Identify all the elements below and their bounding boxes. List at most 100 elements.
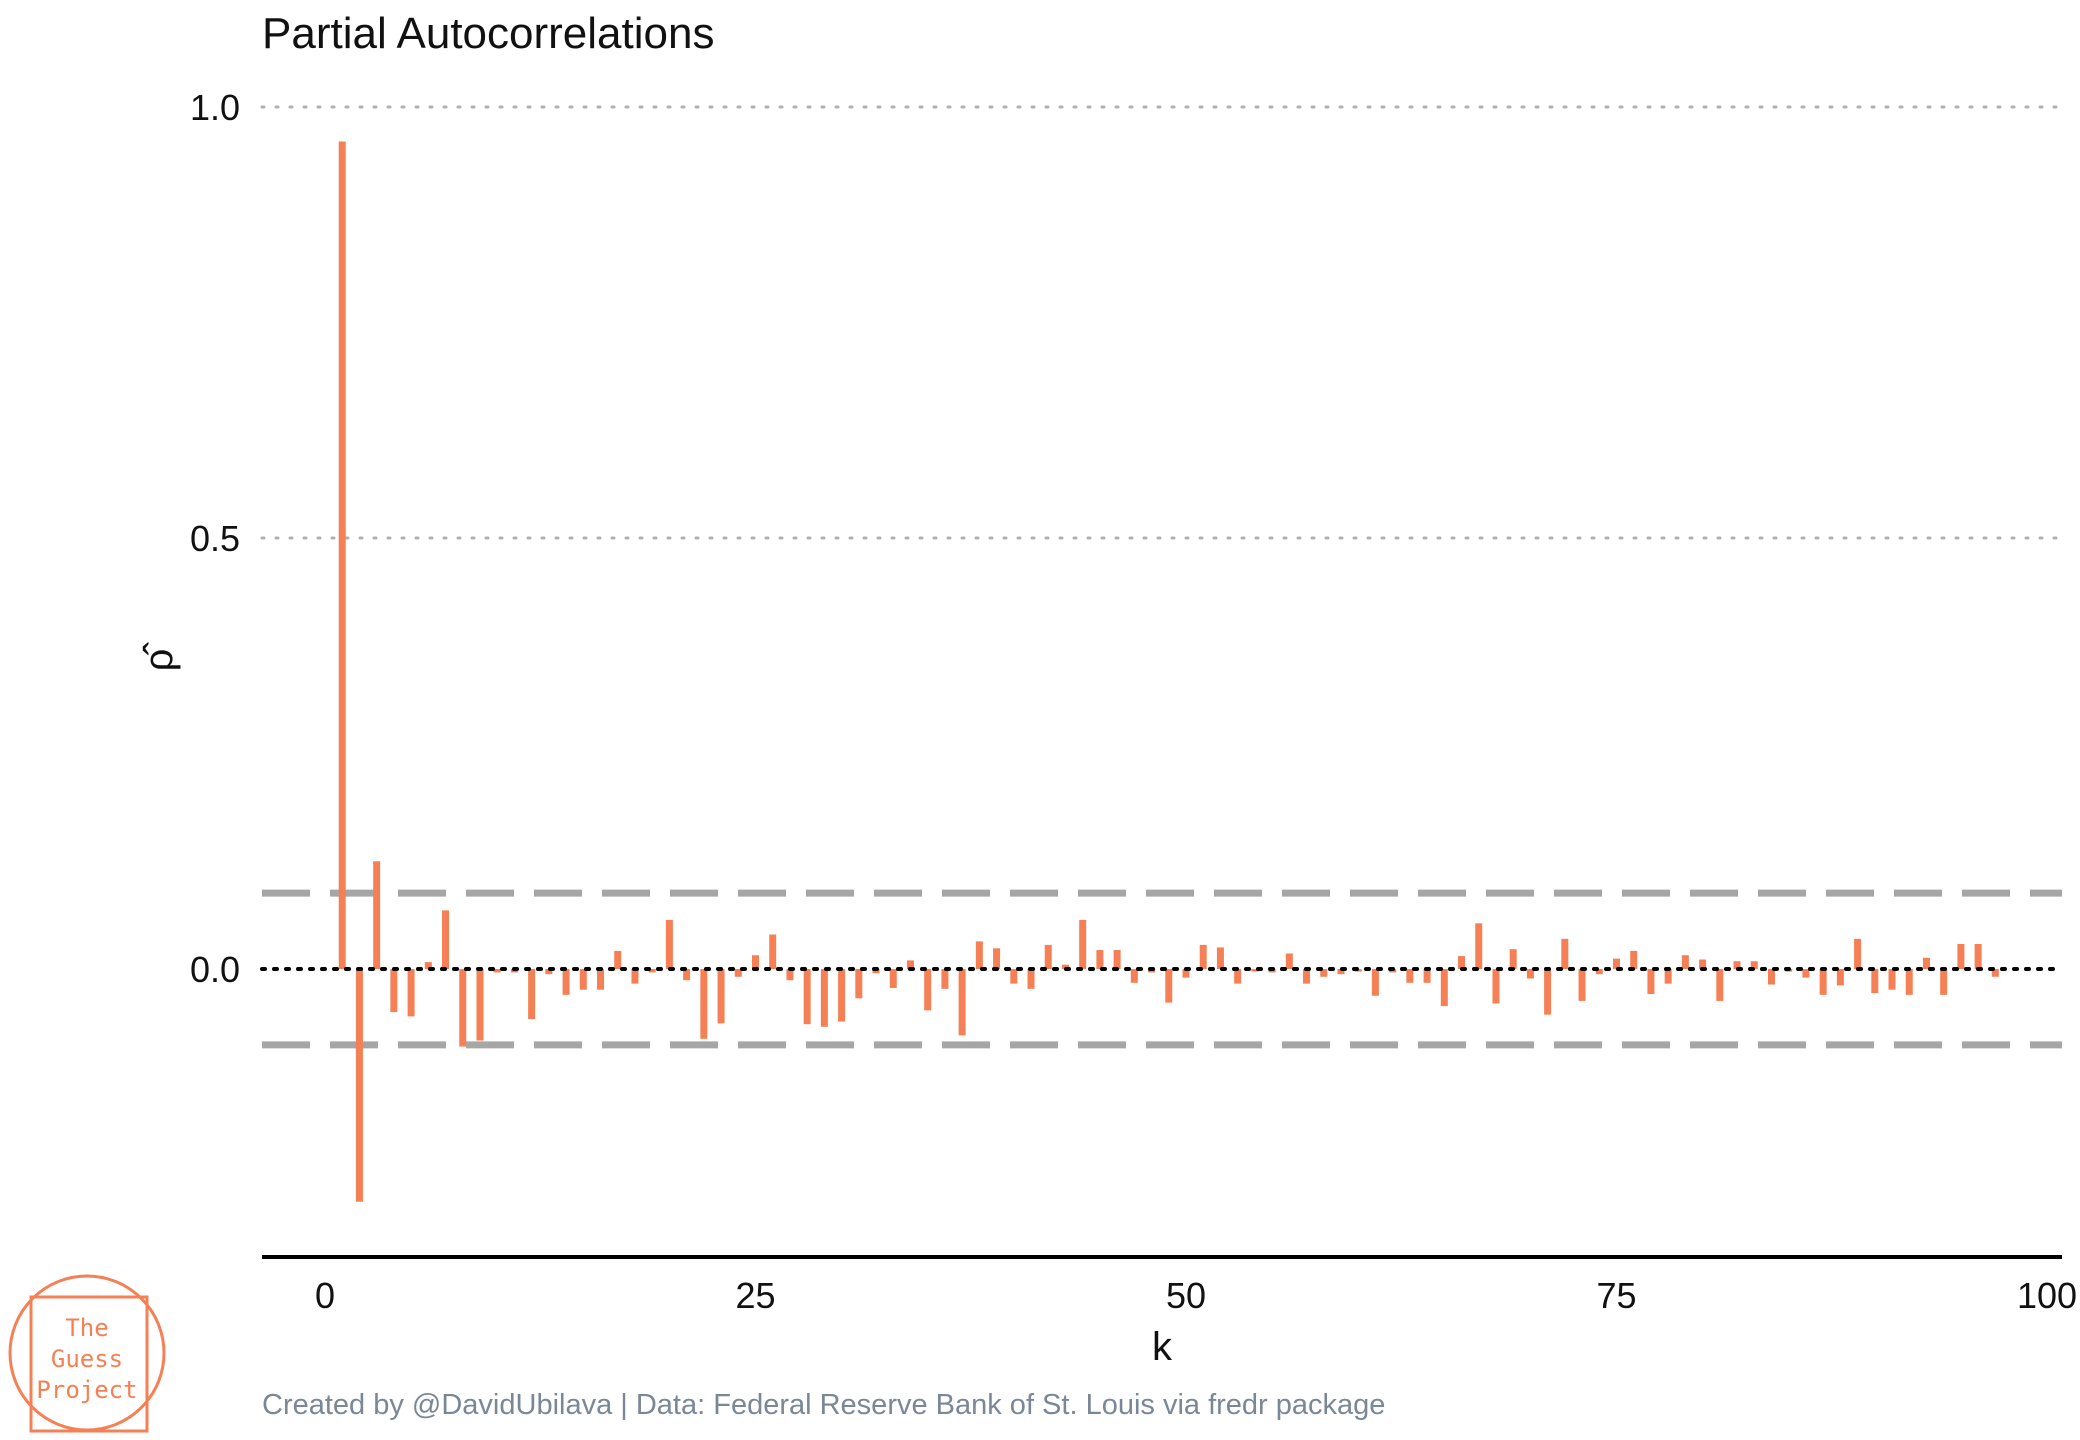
bar-lag-74 — [1595, 969, 1603, 975]
bar-lag-14 — [562, 969, 570, 995]
x-tick-labels: 0 25 50 75 100 — [315, 1275, 2077, 1316]
caption: Created by @DavidUbilava | Data: Federal… — [262, 1389, 1385, 1421]
bars — [338, 141, 1999, 1202]
y-axis-title: ρ̂ — [137, 642, 181, 672]
bar-lag-16 — [597, 969, 605, 990]
bar-lag-17 — [614, 950, 622, 969]
bar-lag-36 — [941, 969, 949, 989]
bar-lag-87 — [1819, 969, 1827, 995]
bar-lag-10 — [493, 969, 501, 973]
bar-lag-40 — [1010, 969, 1018, 984]
logo: The Guess Project — [8, 1274, 166, 1433]
logo-text-line2: Guess — [51, 1345, 123, 1373]
bar-lag-73 — [1578, 969, 1586, 1001]
bar-lag-58 — [1320, 969, 1328, 977]
bar-lag-95 — [1957, 944, 1965, 969]
bar-lag-65 — [1440, 969, 1448, 1007]
bar-lag-93 — [1922, 957, 1930, 969]
bar-lag-69 — [1509, 949, 1517, 969]
bar-lag-1 — [338, 141, 346, 970]
bar-lag-56 — [1285, 953, 1293, 969]
bar-lag-30 — [838, 969, 846, 1022]
bar-lag-34 — [906, 960, 914, 969]
bar-lag-97 — [1991, 969, 1999, 977]
bar-lag-5 — [407, 969, 415, 1017]
bar-lag-79 — [1681, 955, 1689, 969]
bar-lag-77 — [1647, 969, 1655, 994]
bar-lag-67 — [1475, 923, 1483, 969]
bar-lag-6 — [424, 962, 432, 969]
bar-lag-51 — [1199, 944, 1207, 969]
bar-lag-80 — [1699, 959, 1707, 969]
bar-lag-81 — [1716, 969, 1724, 1001]
bar-lag-71 — [1544, 969, 1552, 1015]
bar-lag-28 — [803, 969, 811, 1025]
y-tick-label-1: 0.5 — [190, 518, 240, 559]
bar-lag-76 — [1630, 950, 1638, 969]
y-tick-label-2: 1.0 — [190, 87, 240, 128]
bar-lag-44 — [1079, 919, 1087, 969]
bar-lag-31 — [855, 969, 863, 999]
bar-lag-88 — [1836, 969, 1844, 986]
bar-lag-82 — [1733, 961, 1741, 969]
bar-lag-27 — [786, 969, 794, 981]
bar-lag-41 — [1027, 969, 1035, 989]
bar-lag-59 — [1337, 969, 1345, 975]
bar-lag-66 — [1458, 956, 1466, 969]
bar-lag-9 — [476, 969, 484, 1041]
bar-lag-49 — [1165, 969, 1173, 1003]
chart-title: Partial Autocorrelations — [262, 9, 714, 58]
bar-lag-43 — [1061, 964, 1069, 969]
x-tick-label-0: 0 — [315, 1275, 335, 1316]
bar-lag-8 — [459, 969, 467, 1047]
bar-lag-20 — [665, 919, 673, 969]
bar-lag-32 — [872, 969, 880, 974]
bar-lag-63 — [1406, 969, 1414, 983]
bar-lag-3 — [373, 861, 381, 969]
bar-lag-72 — [1561, 938, 1569, 969]
bar-lag-54 — [1251, 969, 1259, 972]
bar-lag-47 — [1130, 969, 1138, 983]
bar-lag-7 — [442, 910, 450, 969]
bar-lag-42 — [1044, 944, 1052, 969]
bar-lag-75 — [1613, 958, 1620, 969]
x-tick-label-4: 100 — [2017, 1275, 2077, 1316]
bar-lag-13 — [545, 969, 553, 975]
bar-lag-64 — [1423, 969, 1431, 983]
x-tick-label-2: 50 — [1166, 1275, 1206, 1316]
bar-lag-12 — [528, 969, 536, 1019]
bar-lag-24 — [734, 969, 742, 977]
bar-lag-94 — [1940, 969, 1948, 995]
bar-lag-33 — [889, 969, 897, 988]
bar-lag-89 — [1854, 938, 1862, 969]
bar-lag-18 — [631, 969, 639, 984]
bar-lag-23 — [717, 969, 725, 1024]
bar-lag-84 — [1767, 969, 1775, 985]
x-tick-label-3: 75 — [1596, 1275, 1636, 1316]
logo-text-line1: The — [65, 1314, 108, 1342]
bar-lag-52 — [1216, 947, 1224, 969]
y-tick-labels: 0.0 0.5 1.0 — [190, 87, 240, 990]
bar-lag-96 — [1974, 944, 1982, 969]
bar-lag-19 — [648, 969, 656, 973]
y-tick-label-0: 0.0 — [190, 949, 240, 990]
reference-lines — [262, 889, 2062, 1049]
bar-lag-26 — [769, 934, 777, 969]
bar-lag-70 — [1526, 969, 1534, 979]
bar-lag-21 — [683, 969, 691, 981]
bar-lag-38 — [975, 941, 983, 969]
bar-lag-83 — [1750, 961, 1758, 969]
bar-lag-90 — [1871, 969, 1879, 994]
bar-lag-92 — [1905, 969, 1913, 995]
gridlines — [260, 105, 2064, 540]
bar-lag-45 — [1096, 950, 1104, 969]
bar-lag-57 — [1303, 969, 1311, 984]
bar-lag-68 — [1492, 969, 1500, 1004]
bar-lag-78 — [1664, 969, 1672, 984]
x-axis-title: k — [1152, 1325, 1173, 1369]
bar-lag-15 — [579, 969, 587, 990]
x-tick-label-1: 25 — [735, 1275, 775, 1316]
bar-lag-2 — [355, 969, 363, 1202]
bar-lag-50 — [1182, 969, 1190, 978]
